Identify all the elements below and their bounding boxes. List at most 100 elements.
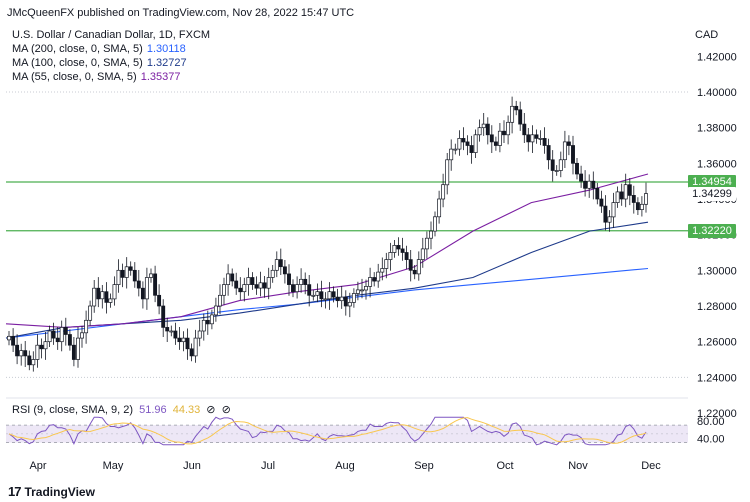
candle-body bbox=[63, 327, 68, 335]
candle-body bbox=[558, 159, 563, 171]
candle-body bbox=[502, 130, 506, 136]
candle-body bbox=[384, 259, 389, 269]
candle-body bbox=[124, 266, 129, 278]
ma100-value: 1.32727 bbox=[146, 57, 187, 69]
x-tick-label: May bbox=[103, 460, 124, 472]
tradingview-logo-icon: 17 bbox=[8, 484, 22, 499]
candle-body bbox=[587, 180, 592, 189]
candle-body bbox=[343, 296, 348, 307]
rsi-sma-value: 44.33 bbox=[172, 404, 201, 416]
candle-body bbox=[136, 280, 141, 289]
candle-body bbox=[47, 330, 52, 343]
candle-body bbox=[489, 134, 494, 143]
candle-body bbox=[274, 259, 279, 271]
candle-body bbox=[319, 291, 324, 300]
candle-body bbox=[201, 319, 206, 332]
x-tick-label: Nov bbox=[568, 460, 588, 472]
candle-body bbox=[35, 344, 40, 360]
rsi-legend: RSI (9, close, SMA, 9, 2) 51.96 44.33 ⊘ … bbox=[12, 403, 234, 416]
candle-body bbox=[554, 170, 559, 172]
eye-slash-icon[interactable]: ⊘ bbox=[206, 404, 216, 416]
candle-body bbox=[181, 337, 186, 343]
candle-body bbox=[169, 330, 174, 333]
candle-body bbox=[226, 273, 231, 285]
candle-body bbox=[424, 237, 429, 250]
x-tick-label: Aug bbox=[335, 460, 355, 472]
candle-body bbox=[546, 145, 551, 161]
publisher-line: JMcQueenFX published on TradingView.com,… bbox=[7, 7, 355, 19]
candle-body bbox=[351, 293, 356, 303]
candle-body bbox=[510, 105, 515, 123]
candle-body bbox=[262, 282, 267, 289]
candle-body bbox=[238, 287, 243, 293]
candle-body bbox=[307, 284, 312, 296]
tradingview-brand[interactable]: 17 TradingView bbox=[8, 484, 95, 499]
candle-body bbox=[205, 319, 210, 325]
candle-body bbox=[461, 138, 466, 143]
candle-body bbox=[433, 216, 437, 232]
candle-body bbox=[376, 271, 381, 282]
candle-body bbox=[311, 294, 316, 297]
candle-body bbox=[218, 294, 222, 307]
eye-slash-icon-2[interactable]: ⊘ bbox=[221, 404, 231, 416]
candle-body bbox=[469, 145, 474, 153]
rsi-tick-label: 40.00 bbox=[697, 433, 725, 445]
x-tick-label: Jul bbox=[261, 460, 275, 472]
candle-body bbox=[258, 282, 263, 289]
candle-body bbox=[355, 289, 360, 294]
candle-body bbox=[493, 141, 498, 146]
candle-body bbox=[615, 191, 620, 203]
candle-body bbox=[213, 305, 218, 316]
candle-body bbox=[538, 138, 543, 140]
candle-body bbox=[360, 289, 364, 292]
candle-body bbox=[635, 202, 640, 211]
y-tick-label: 1.30000 bbox=[697, 265, 737, 277]
candle-body bbox=[19, 350, 24, 357]
candle-body bbox=[599, 198, 604, 207]
candle-body bbox=[104, 291, 109, 303]
candle-body bbox=[23, 350, 28, 357]
candle-body bbox=[518, 109, 523, 125]
candle-body bbox=[222, 284, 226, 296]
candle-body bbox=[132, 269, 137, 282]
candle-body bbox=[96, 287, 101, 300]
candle-body bbox=[327, 291, 332, 300]
y-tick-label: 1.24000 bbox=[697, 372, 737, 384]
candle-body bbox=[575, 162, 579, 175]
candle-body bbox=[453, 148, 458, 151]
candle-body bbox=[530, 134, 535, 143]
candle-body bbox=[128, 266, 133, 271]
candle-body bbox=[429, 230, 433, 239]
candle-body bbox=[550, 159, 555, 171]
candle-body bbox=[388, 252, 393, 260]
candle-body bbox=[67, 334, 72, 346]
candle-body bbox=[27, 355, 32, 366]
candle-body bbox=[404, 252, 409, 260]
candle-body bbox=[335, 296, 340, 302]
y-tick-label: 1.42000 bbox=[697, 51, 737, 63]
price-tag-last: 1.34299 bbox=[688, 186, 736, 201]
candle-body bbox=[534, 134, 539, 139]
candle-body bbox=[514, 105, 519, 111]
y-tick-label: 1.22000 bbox=[697, 408, 737, 420]
candle-body bbox=[315, 291, 320, 296]
x-tick-label: Jun bbox=[183, 460, 201, 472]
candle-body bbox=[189, 348, 194, 357]
candle-body bbox=[242, 284, 247, 293]
candle-body bbox=[437, 198, 442, 218]
candle-body bbox=[230, 273, 235, 282]
candle-body bbox=[291, 284, 295, 293]
rsi-value: 51.96 bbox=[139, 404, 167, 416]
candle-body bbox=[420, 248, 425, 260]
candle-body bbox=[165, 327, 170, 332]
candle-body bbox=[92, 287, 97, 307]
candle-body bbox=[234, 280, 239, 289]
candle-body bbox=[611, 202, 616, 218]
candle-body bbox=[59, 327, 64, 343]
ma55-label: MA (55, close, 0, SMA, 5) bbox=[12, 71, 137, 83]
y-tick-label: 1.26000 bbox=[697, 337, 737, 349]
rsi-sma-line bbox=[8, 417, 647, 445]
rsi-tick-label: 80.00 bbox=[697, 416, 725, 428]
candle-body bbox=[372, 277, 377, 282]
